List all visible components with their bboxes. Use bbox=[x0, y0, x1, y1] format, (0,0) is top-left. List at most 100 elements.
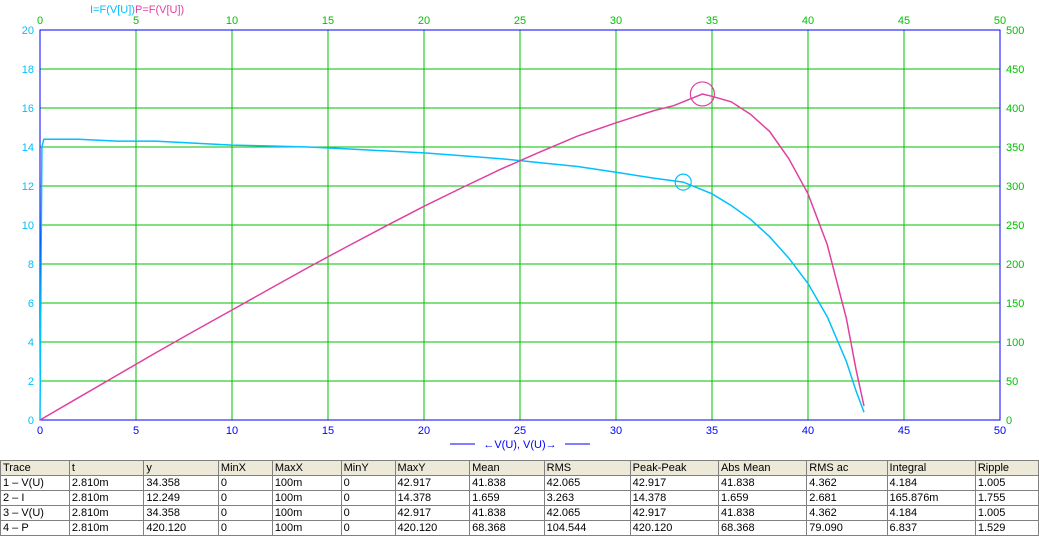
xaxis-top-label: 15 bbox=[322, 15, 334, 27]
table-cell: 2.810m bbox=[69, 506, 144, 521]
yaxis-right-label: 50 bbox=[1006, 376, 1018, 388]
table-cell: 42.917 bbox=[395, 476, 470, 491]
xaxis-top-label: 50 bbox=[994, 15, 1006, 27]
table-cell: 41.838 bbox=[718, 506, 806, 521]
table-cell: 1.005 bbox=[975, 476, 1038, 491]
table-cell: 100m bbox=[272, 506, 341, 521]
table-cell: 3.263 bbox=[544, 491, 630, 506]
chart-area: I=F(V[U]) P=F(V[U]) 02468101214161820050… bbox=[0, 0, 1039, 460]
xaxis-bottom-label: 30 bbox=[610, 425, 622, 437]
table-cell: 420.120 bbox=[144, 521, 219, 536]
series-line-0 bbox=[40, 139, 864, 420]
yaxis-left-label: 0 bbox=[28, 415, 34, 427]
table-cell: 100m bbox=[272, 521, 341, 536]
chart-svg: 0246810121416182005010015020025030035040… bbox=[0, 0, 1039, 460]
table-cell: 6.837 bbox=[887, 521, 975, 536]
xaxis-top-label: 10 bbox=[226, 15, 238, 27]
table-cell: 4.184 bbox=[887, 476, 975, 491]
table-cell: 104.544 bbox=[544, 521, 630, 536]
table-cell: 41.838 bbox=[718, 476, 806, 491]
xaxis-bottom-label: 15 bbox=[322, 425, 334, 437]
xaxis-bottom-label: 50 bbox=[994, 425, 1006, 437]
yaxis-right-label: 0 bbox=[1006, 415, 1012, 427]
xaxis-top-label: 25 bbox=[514, 15, 526, 27]
table-header: Abs Mean bbox=[718, 461, 806, 476]
xaxis-top-label: 45 bbox=[898, 15, 910, 27]
table-cell: 3 – V(U) bbox=[1, 506, 70, 521]
table-cell: 12.249 bbox=[144, 491, 219, 506]
table-cell: 42.065 bbox=[544, 476, 630, 491]
xaxis-bottom-label: 0 bbox=[37, 425, 43, 437]
table-cell: 4.184 bbox=[887, 506, 975, 521]
table-cell: 42.917 bbox=[395, 506, 470, 521]
table-cell: 0 bbox=[341, 491, 395, 506]
table-cell: 420.120 bbox=[395, 521, 470, 536]
table-header: RMS ac bbox=[807, 461, 887, 476]
xaxis-top-label: 35 bbox=[706, 15, 718, 27]
xaxis-bottom-label: 45 bbox=[898, 425, 910, 437]
yaxis-right-label: 250 bbox=[1006, 220, 1024, 232]
xaxis-top-label: 20 bbox=[418, 15, 430, 27]
table-cell: 0 bbox=[218, 476, 272, 491]
yaxis-left-label: 8 bbox=[28, 259, 34, 271]
table-cell: 2.681 bbox=[807, 491, 887, 506]
xaxis-top-label: 5 bbox=[133, 15, 139, 27]
xaxis-top-label: 0 bbox=[37, 15, 43, 27]
table-cell: 1.659 bbox=[718, 491, 806, 506]
table-header: RMS bbox=[544, 461, 630, 476]
table-cell: 68.368 bbox=[718, 521, 806, 536]
xaxis-bottom-label: 25 bbox=[514, 425, 526, 437]
table-cell: 0 bbox=[341, 521, 395, 536]
table-header: Integral bbox=[887, 461, 975, 476]
yaxis-left-label: 10 bbox=[22, 220, 34, 232]
yaxis-right-label: 100 bbox=[1006, 337, 1024, 349]
table-cell: 42.917 bbox=[630, 476, 718, 491]
yaxis-right-label: 400 bbox=[1006, 103, 1024, 115]
table-cell: 68.368 bbox=[470, 521, 545, 536]
yaxis-left-label: 4 bbox=[28, 337, 34, 349]
xaxis-top-label: 40 bbox=[802, 15, 814, 27]
yaxis-left-label: 18 bbox=[22, 64, 34, 76]
table-cell: 41.838 bbox=[470, 506, 545, 521]
table-row: 4 – P2.810m420.1200100m0420.12068.368104… bbox=[1, 521, 1039, 536]
table-cell: 14.378 bbox=[395, 491, 470, 506]
table-cell: 2.810m bbox=[69, 491, 144, 506]
table-cell: 1.659 bbox=[470, 491, 545, 506]
table-header: MinY bbox=[341, 461, 395, 476]
xaxis-bottom-label: 20 bbox=[418, 425, 430, 437]
table-header: Mean bbox=[470, 461, 545, 476]
yaxis-right-label: 150 bbox=[1006, 298, 1024, 310]
table-cell: 14.378 bbox=[630, 491, 718, 506]
table-cell: 34.358 bbox=[144, 506, 219, 521]
table-cell: 1.529 bbox=[975, 521, 1038, 536]
yaxis-right-label: 300 bbox=[1006, 181, 1024, 193]
table-cell: 41.838 bbox=[470, 476, 545, 491]
table-header: MinX bbox=[218, 461, 272, 476]
table-cell: 0 bbox=[218, 506, 272, 521]
table-cell: 0 bbox=[218, 521, 272, 536]
table-cell: 2.810m bbox=[69, 476, 144, 491]
table-cell: 4.362 bbox=[807, 506, 887, 521]
yaxis-left-label: 12 bbox=[22, 181, 34, 193]
table-header: Ripple bbox=[975, 461, 1038, 476]
table-header: Trace bbox=[1, 461, 70, 476]
yaxis-right-label: 200 bbox=[1006, 259, 1024, 271]
yaxis-left-label: 14 bbox=[22, 142, 34, 154]
table-cell: 34.358 bbox=[144, 476, 219, 491]
table-cell: 420.120 bbox=[630, 521, 718, 536]
table-header: t bbox=[69, 461, 144, 476]
trace-table: TracetyMinXMaxXMinYMaxYMeanRMSPeak-PeakA… bbox=[0, 460, 1039, 536]
yaxis-left-label: 16 bbox=[22, 103, 34, 115]
table-cell: 42.065 bbox=[544, 506, 630, 521]
xaxis-bottom-label: 35 bbox=[706, 425, 718, 437]
table-cell: 100m bbox=[272, 476, 341, 491]
table-cell: 42.917 bbox=[630, 506, 718, 521]
yaxis-right-label: 500 bbox=[1006, 25, 1024, 37]
table-cell: 165.876m bbox=[887, 491, 975, 506]
table-cell: 2.810m bbox=[69, 521, 144, 536]
table-cell: 4.362 bbox=[807, 476, 887, 491]
yaxis-left-label: 2 bbox=[28, 376, 34, 388]
table-cell: 100m bbox=[272, 491, 341, 506]
table-header: MaxY bbox=[395, 461, 470, 476]
series-line-1 bbox=[40, 94, 864, 420]
